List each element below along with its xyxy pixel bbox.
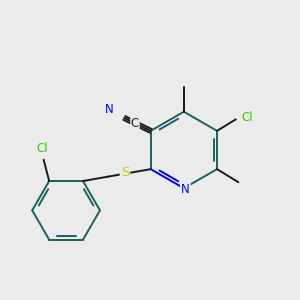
Text: S: S: [121, 166, 129, 179]
Text: C: C: [131, 117, 139, 130]
Text: N: N: [105, 103, 114, 116]
Text: Cl: Cl: [241, 111, 253, 124]
Text: Cl: Cl: [36, 142, 48, 155]
Text: N: N: [181, 183, 190, 196]
